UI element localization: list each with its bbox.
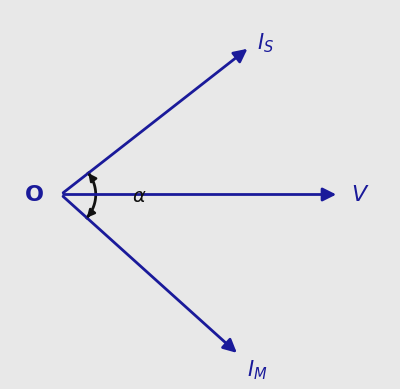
Text: $\mathit{I_S}$: $\mathit{I_S}$	[257, 32, 274, 55]
Text: $\mathit{I_M}$: $\mathit{I_M}$	[247, 358, 267, 382]
Text: O: O	[24, 184, 44, 205]
Text: $\alpha$: $\alpha$	[132, 187, 147, 206]
Text: $\mathit{V}$: $\mathit{V}$	[351, 184, 369, 205]
